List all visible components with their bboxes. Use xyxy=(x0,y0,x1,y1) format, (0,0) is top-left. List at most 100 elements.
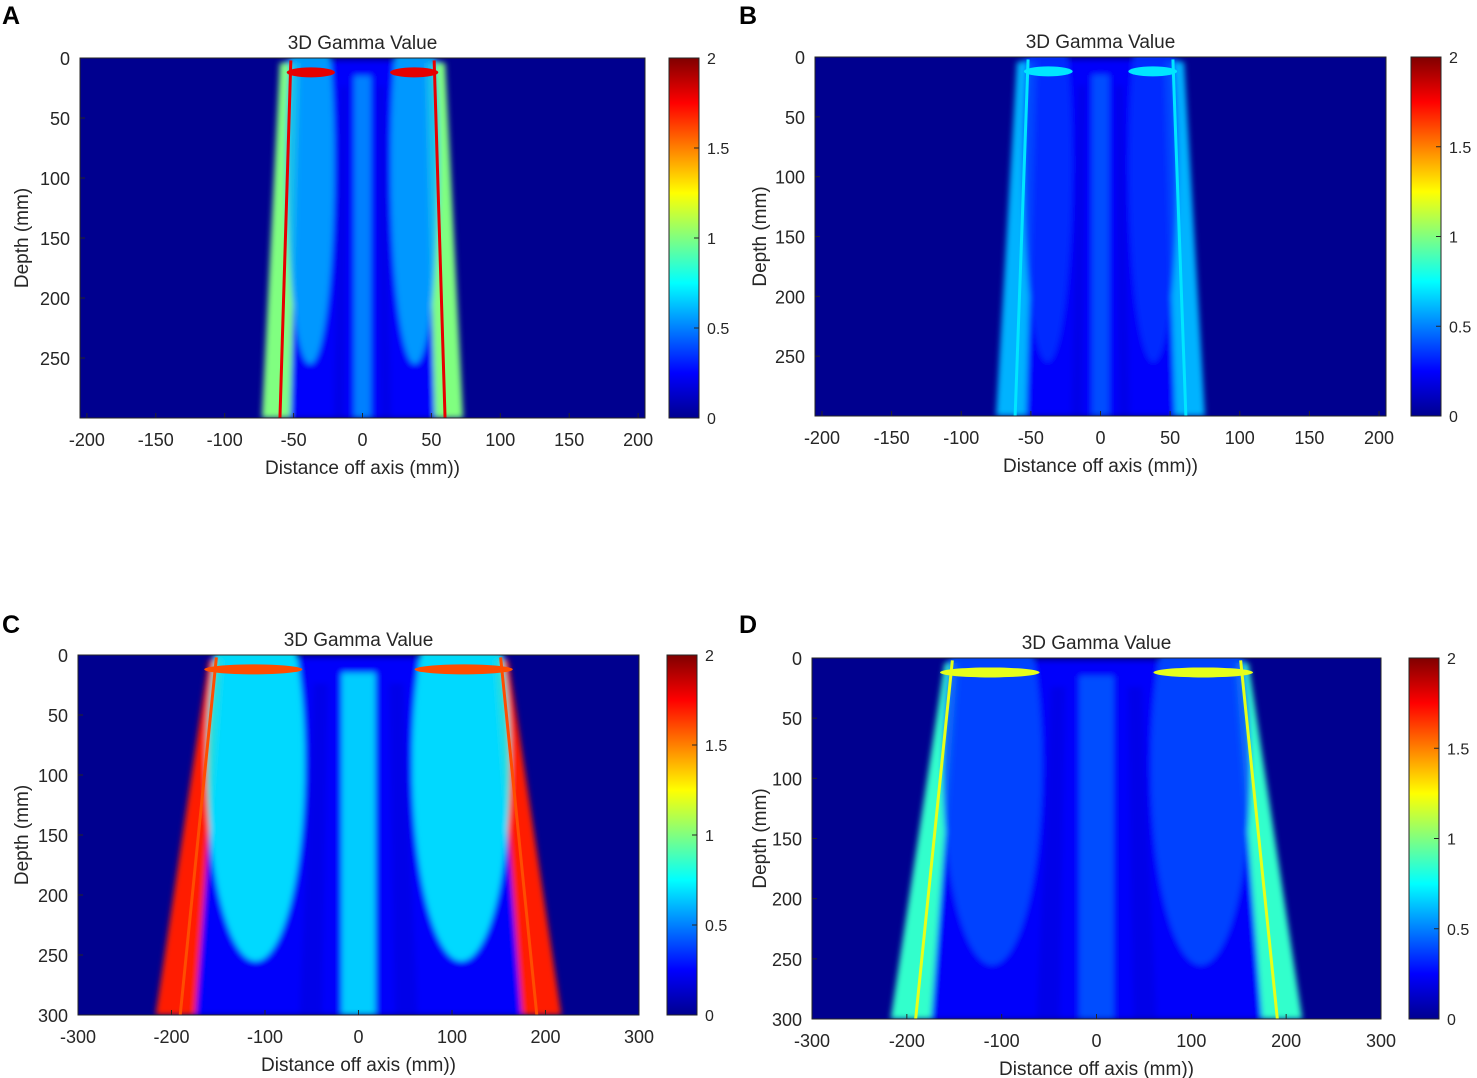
x-tick-label: -50 xyxy=(281,430,307,450)
x-tick-label: -100 xyxy=(247,1027,283,1047)
y-tick-label: 200 xyxy=(775,287,805,307)
chart-title: 3D Gamma Value xyxy=(1026,32,1176,53)
gamma-lobe xyxy=(1129,57,1178,363)
y-tick-label: 0 xyxy=(792,649,802,669)
central-column xyxy=(341,673,376,1015)
y-axis-label: Depth (mm) xyxy=(12,785,33,885)
y-tick-label: 200 xyxy=(772,890,802,910)
surface-hotspot xyxy=(286,67,335,78)
x-tick-label: 100 xyxy=(437,1027,467,1047)
colorbar-tick-label: 1 xyxy=(705,828,714,845)
colorbar-tick-label: 1 xyxy=(1449,230,1458,247)
y-axis-label: Depth (mm) xyxy=(750,186,771,286)
surface-hotspot xyxy=(1128,66,1178,77)
surface-hotspot xyxy=(390,67,439,78)
colorbar-tick-label: 0.5 xyxy=(705,918,727,935)
colorbar-tick-label: 1 xyxy=(707,231,716,248)
y-tick-label: 50 xyxy=(50,109,70,129)
y-tick-label: 250 xyxy=(38,946,68,966)
y-tick-label: 300 xyxy=(772,1010,802,1030)
y-tick-label: 200 xyxy=(38,886,68,906)
penumbra-band xyxy=(1234,662,1303,1019)
x-tick-label: -300 xyxy=(60,1027,96,1047)
field-edge-line xyxy=(278,60,293,418)
colorbar-tick-label: 0.5 xyxy=(707,321,729,338)
y-tick-label: 150 xyxy=(775,228,805,248)
colorbar-tick-label: 2 xyxy=(707,51,716,68)
gamma-lobe xyxy=(390,58,439,364)
x-tick-label: 300 xyxy=(1366,1031,1396,1051)
y-tick-label: 150 xyxy=(772,830,802,850)
colorbar-tick-label: 1.5 xyxy=(1447,741,1469,758)
central-column xyxy=(1079,676,1114,1019)
panel-letter: C xyxy=(2,611,21,639)
panel-letter: A xyxy=(2,2,21,30)
panel-a: A 3D Gamma Value -200 -150 -100 -50 0 50 100 150… xyxy=(0,0,738,539)
x-tick-label: 200 xyxy=(1364,428,1394,448)
central-column xyxy=(1092,74,1109,416)
x-tick-label: 0 xyxy=(353,1027,363,1047)
gamma-lobe xyxy=(1023,57,1072,363)
panel-b: B 3D Gamma Value -200 -150 -100 -50 0 50 100 150… xyxy=(738,0,1477,539)
x-tick-label: -200 xyxy=(889,1031,925,1051)
y-tick-label: 250 xyxy=(40,349,70,369)
x-tick-label: -200 xyxy=(153,1027,189,1047)
gamma-lobe xyxy=(206,655,305,961)
y-tick-label: 150 xyxy=(40,229,70,249)
gamma-valley xyxy=(1036,686,1066,1019)
central-column xyxy=(354,76,371,418)
gamma-valley xyxy=(333,86,348,418)
field-edge-line xyxy=(1239,660,1279,1019)
x-tick-label: 50 xyxy=(1160,428,1180,448)
colorbar-tick-label: 0.5 xyxy=(1449,319,1471,336)
y-tick-label: 100 xyxy=(772,769,802,789)
panel-letter: D xyxy=(739,611,758,639)
x-tick-label: -200 xyxy=(69,430,105,450)
x-tick-label: -200 xyxy=(804,428,840,448)
gamma-heatmap-c: 3D Gamma Value -300 -200 -100 0 100 200 300 0 50 1… xyxy=(12,630,727,1076)
gamma-valley xyxy=(1071,85,1086,416)
x-tick-label: -150 xyxy=(138,430,174,450)
x-tick-label: -100 xyxy=(207,430,243,450)
surface-hotspot xyxy=(940,667,1040,678)
x-tick-label: -100 xyxy=(943,428,979,448)
gamma-heatmap-d: 3D Gamma Value -300 -200 -100 0 100 200 300 0 50 1… xyxy=(750,633,1469,1078)
y-tick-label: 50 xyxy=(785,108,805,128)
colorbar-tick-label: 0.5 xyxy=(1447,922,1469,939)
y-tick-label: 0 xyxy=(60,49,70,69)
x-tick-label: -100 xyxy=(984,1031,1020,1051)
panel-c: C 3D Gamma Value -300 -200 -100 0 100 200 300 0 5… xyxy=(0,539,738,1078)
x-tick-label: 150 xyxy=(554,430,584,450)
colorbar-tick-label: 0 xyxy=(707,411,716,428)
colorbar-tick-label: 1.5 xyxy=(707,141,729,158)
x-tick-label: 200 xyxy=(1271,1031,1301,1051)
panel-d: D 3D Gamma Value -300 -200 -100 0 100 200 300 0 5… xyxy=(738,539,1477,1078)
penumbra-band xyxy=(155,659,222,1015)
y-tick-label: 0 xyxy=(795,48,805,68)
y-tick-label: 200 xyxy=(40,289,70,309)
gamma-valley xyxy=(389,683,418,1015)
x-tick-label: 150 xyxy=(1294,428,1324,448)
gamma-lobe xyxy=(1151,658,1251,965)
x-tick-label: -150 xyxy=(874,428,910,448)
surface-hotspot xyxy=(1023,66,1073,77)
y-tick-label: 300 xyxy=(38,1006,68,1026)
colorbar-tick-label: 2 xyxy=(1447,651,1456,668)
x-axis-label: Distance off axis (mm)) xyxy=(261,1055,456,1076)
y-axis-label: Depth (mm) xyxy=(750,788,771,888)
gamma-heatmap-b: 3D Gamma Value-200 -150 -100 -50 0 50 100 150 20… xyxy=(750,32,1471,477)
y-tick-label: 50 xyxy=(782,709,802,729)
colorbar-tick-label: 2 xyxy=(1449,50,1458,67)
colorbar-tick-label: 0 xyxy=(705,1008,714,1025)
y-tick-label: 50 xyxy=(48,706,68,726)
field-edge-line xyxy=(178,657,218,1015)
x-tick-label: 0 xyxy=(1091,1031,1101,1051)
y-tick-label: 250 xyxy=(772,950,802,970)
y-tick-label: 100 xyxy=(38,766,68,786)
y-tick-label: 0 xyxy=(58,646,68,666)
surface-hotspot xyxy=(204,664,303,675)
surface-hotspot xyxy=(414,664,513,675)
colorbar-tick-label: 0 xyxy=(1447,1012,1456,1029)
gamma-valley xyxy=(377,86,392,418)
x-tick-label: -300 xyxy=(794,1031,830,1051)
